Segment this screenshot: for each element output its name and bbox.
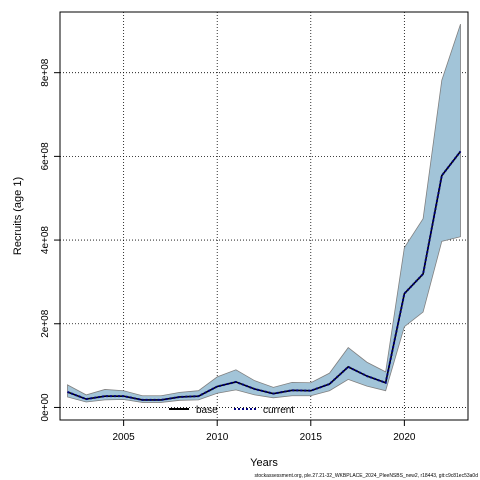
grid-lines <box>60 12 468 420</box>
y-axis-ticks: 0e+00 2e+08 4e+08 6e+08 8e+08 <box>40 58 60 421</box>
y-axis-label: Recruits (age 1) <box>12 177 24 255</box>
y-tick-label-1: 2e+08 <box>40 309 51 338</box>
x-tick-label-2: 2015 <box>300 432 323 443</box>
footer-credit: stockassessment.org, ple.27.21-32_WKBPLA… <box>255 473 479 479</box>
legend-label-current: current <box>263 405 294 416</box>
y-tick-label-0: 0e+00 <box>40 393 51 422</box>
x-axis-label: Years <box>250 457 278 469</box>
x-axis-ticks: 2005 2010 2015 2020 <box>113 420 416 443</box>
y-tick-label-3: 6e+08 <box>40 142 51 171</box>
x-tick-label-0: 2005 <box>113 432 136 443</box>
legend: base current <box>169 405 294 416</box>
y-tick-label-4: 8e+08 <box>40 58 51 87</box>
series-lines <box>67 150 462 401</box>
confidence-band <box>67 24 461 403</box>
legend-label-base: base <box>196 405 218 416</box>
y-tick-label-2: 4e+08 <box>40 226 51 255</box>
x-tick-label-1: 2010 <box>206 432 229 443</box>
series-line-base <box>67 150 462 401</box>
plot-frame <box>59 11 469 421</box>
x-tick-label-3: 2020 <box>393 432 416 443</box>
